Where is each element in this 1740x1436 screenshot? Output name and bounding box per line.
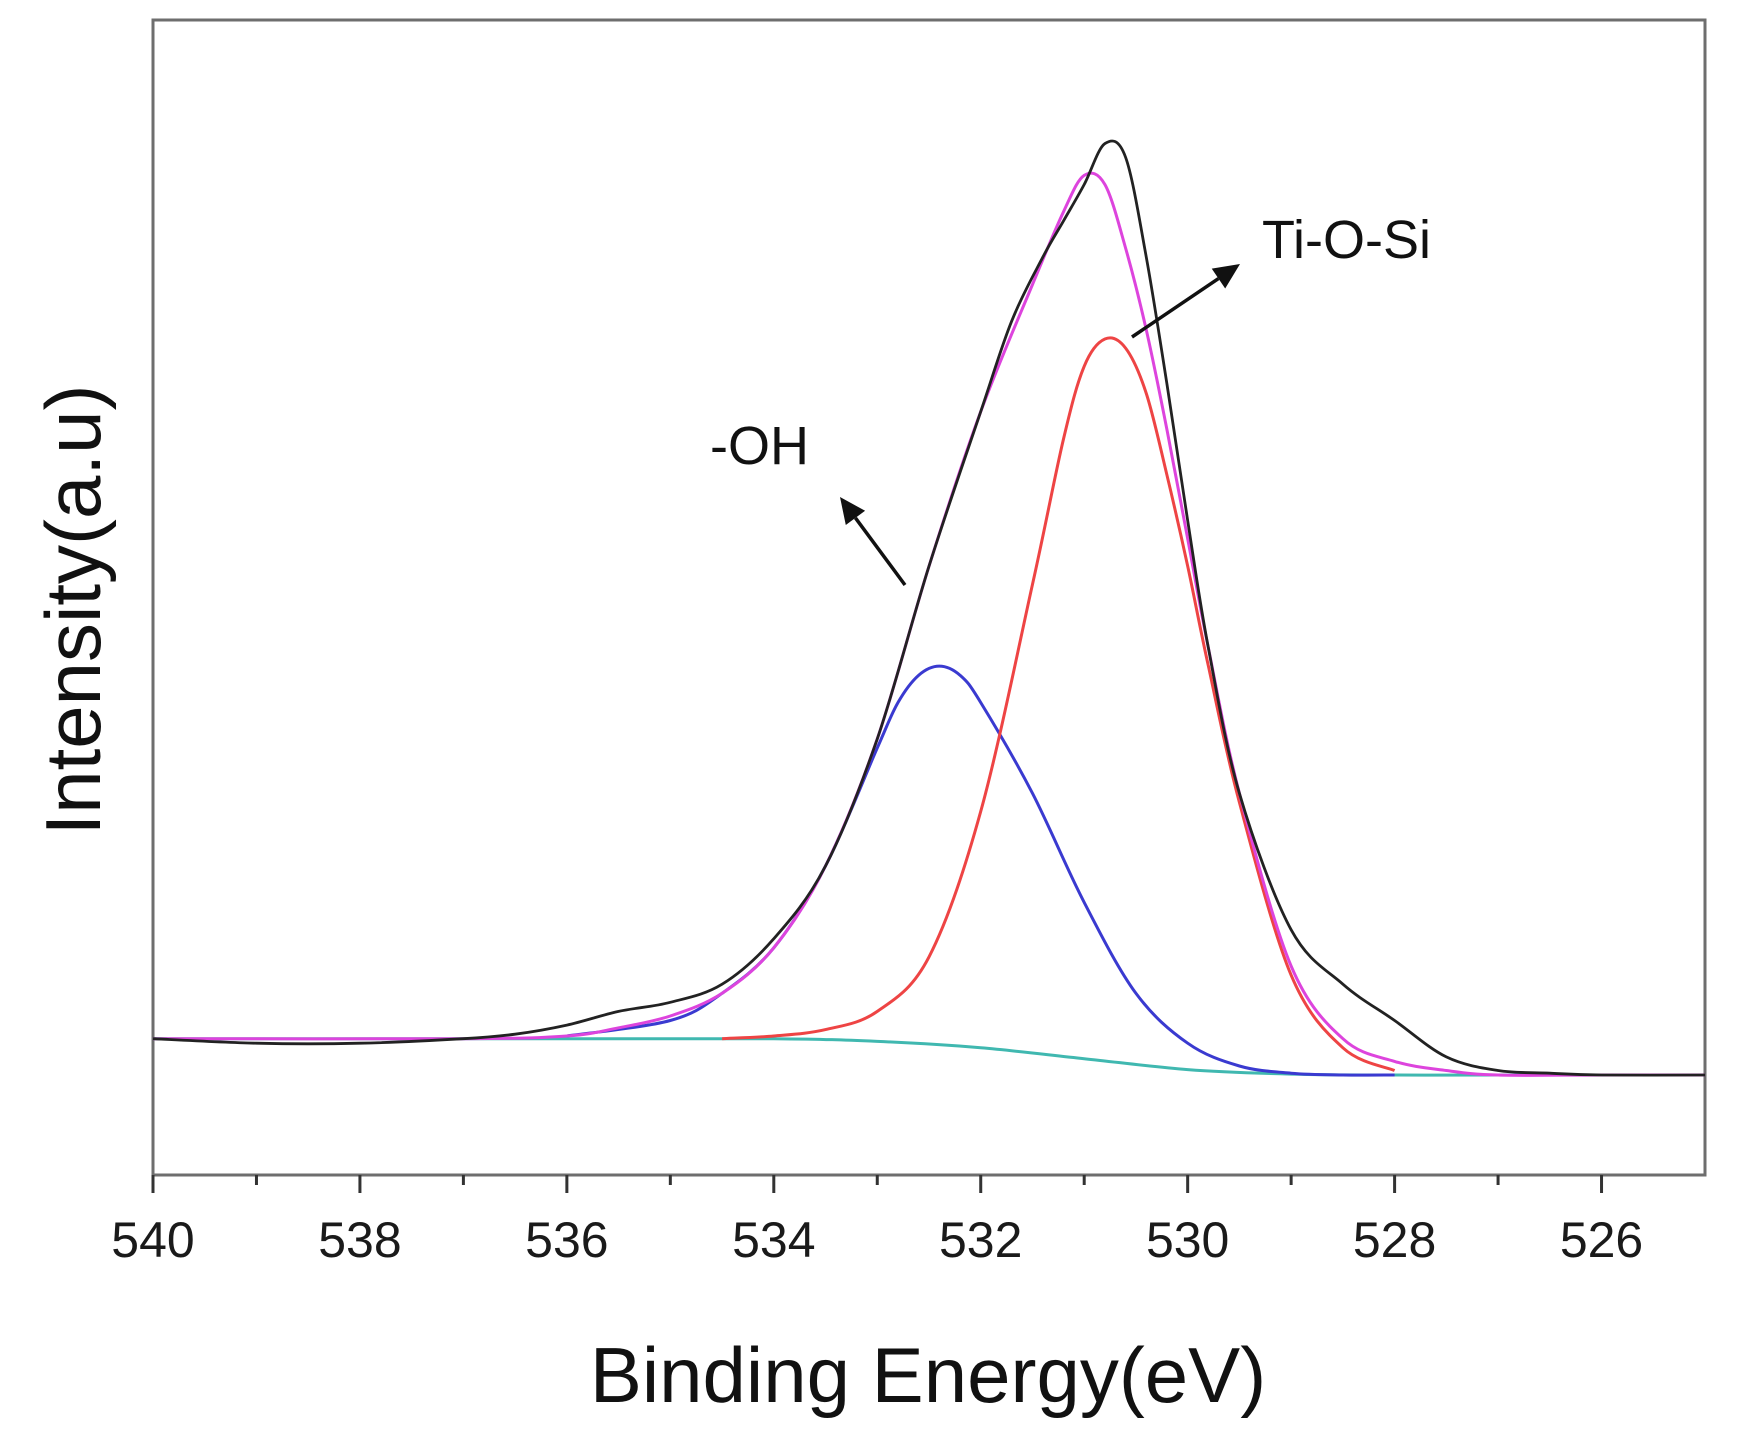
x-tick-label: 534: [732, 1212, 815, 1268]
series-oh-component: [566, 664, 1395, 1077]
x-tick-label: 532: [939, 1212, 1022, 1268]
series-layer: [152, 139, 1706, 1077]
x-axis-ticks: 540 538 536 534 532 530 528 526: [111, 1175, 1643, 1268]
oh-label: -OH: [710, 416, 809, 476]
oh-arrowhead: [840, 497, 866, 526]
series-baseline: [153, 1036, 1705, 1077]
x-tick-label: 538: [318, 1212, 401, 1268]
annotations: Ti-O-Si -OH: [710, 210, 1431, 587]
x-tick-label: 540: [111, 1212, 194, 1268]
x-axis-title: Binding Energy(eV): [590, 1331, 1266, 1419]
series-envelope-fit: [152, 171, 1705, 1077]
y-axis-title: Intensity(a.u): [29, 385, 117, 836]
x-tick-label: 528: [1353, 1212, 1436, 1268]
x-tick-label: 526: [1560, 1212, 1643, 1268]
ti-o-si-label: Ti-O-Si: [1262, 210, 1431, 270]
ti-o-si-arrow: [1131, 277, 1220, 339]
series-ti-o-si-component: [722, 336, 1396, 1072]
series-raw-spectrum: [152, 139, 1706, 1077]
plot-frame: [151, 18, 1707, 1177]
ti-o-si-arrowhead: [1211, 264, 1240, 289]
x-tick-label: 536: [525, 1212, 608, 1268]
oh-arrow: [854, 516, 907, 587]
x-tick-label: 530: [1146, 1212, 1229, 1268]
